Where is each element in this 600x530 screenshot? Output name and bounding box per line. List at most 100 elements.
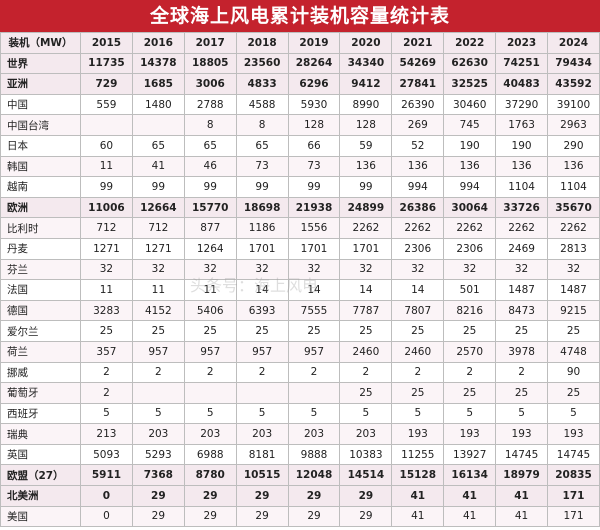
table-cell: 269 xyxy=(391,114,445,136)
table-cell: 11 xyxy=(131,279,185,301)
row-label: 欧洲 xyxy=(0,196,81,219)
table-cell: 25 xyxy=(443,320,497,342)
table-cell: 5406 xyxy=(183,299,237,322)
row-label: 芬兰 xyxy=(0,258,81,281)
table-cell: 2460 xyxy=(339,340,393,363)
table-cell: 11 xyxy=(80,279,133,301)
table-cell: 4588 xyxy=(235,93,289,116)
table-cell: 957 xyxy=(235,340,289,363)
table-cell: 11735 xyxy=(80,52,133,75)
table-cell: 21938 xyxy=(287,196,341,219)
table-cell: 994 xyxy=(391,176,445,198)
table-cell: 99 xyxy=(131,176,185,198)
table-cell: 128 xyxy=(339,114,393,136)
table-cell: 5293 xyxy=(131,443,185,466)
table-cell: 2 xyxy=(235,361,289,384)
table-cell: 136 xyxy=(495,155,549,178)
table-cell: 32 xyxy=(131,258,185,281)
table-cell: 29 xyxy=(339,505,393,528)
table-cell: 171 xyxy=(547,505,600,528)
table-cell: 7787 xyxy=(339,299,393,322)
header-cell-year: 2019 xyxy=(287,32,341,54)
table-cell: 3283 xyxy=(80,299,133,322)
capacity-table: 装机（MW） 2015 2016 2017 2018 2019 2020 2021 2022 20… xyxy=(0,32,600,528)
table-cell: 32 xyxy=(391,258,445,281)
table-cell: 25 xyxy=(391,320,445,342)
table-cell xyxy=(80,114,133,136)
table-cell: 2460 xyxy=(391,340,445,363)
header-cell-year: 2017 xyxy=(183,32,237,54)
table-cell: 5 xyxy=(183,402,237,425)
table-cell: 32 xyxy=(183,258,237,281)
table-cell xyxy=(235,382,289,404)
row-label: 丹麦 xyxy=(0,237,81,260)
table-cell: 11 xyxy=(80,155,133,178)
table-cell: 99 xyxy=(339,176,393,198)
table-cell: 2 xyxy=(131,361,185,384)
table-cell: 4833 xyxy=(235,73,289,95)
table-cell: 28264 xyxy=(287,52,341,75)
header-cell-year: 2015 xyxy=(80,32,133,54)
table-title: 全球海上风电累计装机容量统计表 xyxy=(0,0,600,32)
table-cell: 2 xyxy=(80,382,133,404)
table-cell: 12664 xyxy=(131,196,185,219)
table-cell: 11255 xyxy=(391,443,445,466)
table-row: 日本 60 65 65 65 66 59 52 190 190 290 xyxy=(0,134,600,157)
table-cell: 66 xyxy=(287,134,341,157)
table-cell: 559 xyxy=(80,93,133,116)
table-row: 葡萄牙 2 25 25 25 25 25 xyxy=(0,382,600,404)
table-cell: 29 xyxy=(287,485,341,507)
table-cell: 2306 xyxy=(391,237,445,260)
table-cell: 712 xyxy=(131,217,185,239)
table-cell: 41 xyxy=(391,485,445,507)
row-label: 葡萄牙 xyxy=(0,382,81,404)
table-cell: 5 xyxy=(391,402,445,425)
table-cell: 79434 xyxy=(547,52,600,75)
header-cell-year: 2023 xyxy=(495,32,549,54)
table-cell: 25 xyxy=(131,320,185,342)
table-cell: 65 xyxy=(235,134,289,157)
table-cell: 41 xyxy=(443,485,497,507)
table-cell: 193 xyxy=(495,423,549,445)
table-cell: 39100 xyxy=(547,93,600,116)
table-cell: 7807 xyxy=(391,299,445,322)
table-cell: 15770 xyxy=(183,196,237,219)
table-cell: 5 xyxy=(495,402,549,425)
table-cell: 32 xyxy=(495,258,549,281)
table-row: 德国 3283 4152 5406 6393 7555 7787 7807 8216 8473 92… xyxy=(0,299,600,322)
table-cell: 27841 xyxy=(391,73,445,95)
table-cell: 5093 xyxy=(80,443,133,466)
row-label: 中国台湾 xyxy=(0,114,81,136)
row-label: 日本 xyxy=(0,134,81,157)
table-cell: 99 xyxy=(80,176,133,198)
row-label: 爱尔兰 xyxy=(0,320,81,342)
table-cell: 32 xyxy=(80,258,133,281)
table-cell: 14 xyxy=(235,279,289,301)
table-cell: 2 xyxy=(339,361,393,384)
table-cell: 8 xyxy=(183,114,237,136)
table-cell: 29 xyxy=(287,505,341,528)
table-cell: 9215 xyxy=(547,299,600,322)
table-cell: 9412 xyxy=(339,73,393,95)
table-cell: 3978 xyxy=(495,340,549,363)
table-cell: 1685 xyxy=(131,73,185,95)
table-cell: 203 xyxy=(339,423,393,445)
table-cell: 32 xyxy=(235,258,289,281)
table-cell xyxy=(131,114,185,136)
table-cell: 8990 xyxy=(339,93,393,116)
table-cell: 30064 xyxy=(443,196,497,219)
table-cell: 1556 xyxy=(287,217,341,239)
table-cell: 8780 xyxy=(183,464,237,487)
table-cell: 12048 xyxy=(287,464,341,487)
table-cell: 41 xyxy=(495,505,549,528)
table-cell: 73 xyxy=(287,155,341,178)
table-cell: 25 xyxy=(287,320,341,342)
table-cell: 60 xyxy=(80,134,133,157)
table-row: 美国 0 29 29 29 29 29 41 41 41 171 xyxy=(0,505,600,528)
table-cell: 25 xyxy=(183,320,237,342)
table-row: 丹麦 1271 1271 1264 1701 1701 1701 2306 2306 2469 28… xyxy=(0,237,600,260)
table-cell: 5911 xyxy=(80,464,133,487)
table-cell: 5 xyxy=(287,402,341,425)
table-cell: 6393 xyxy=(235,299,289,322)
row-label: 英国 xyxy=(0,443,81,466)
